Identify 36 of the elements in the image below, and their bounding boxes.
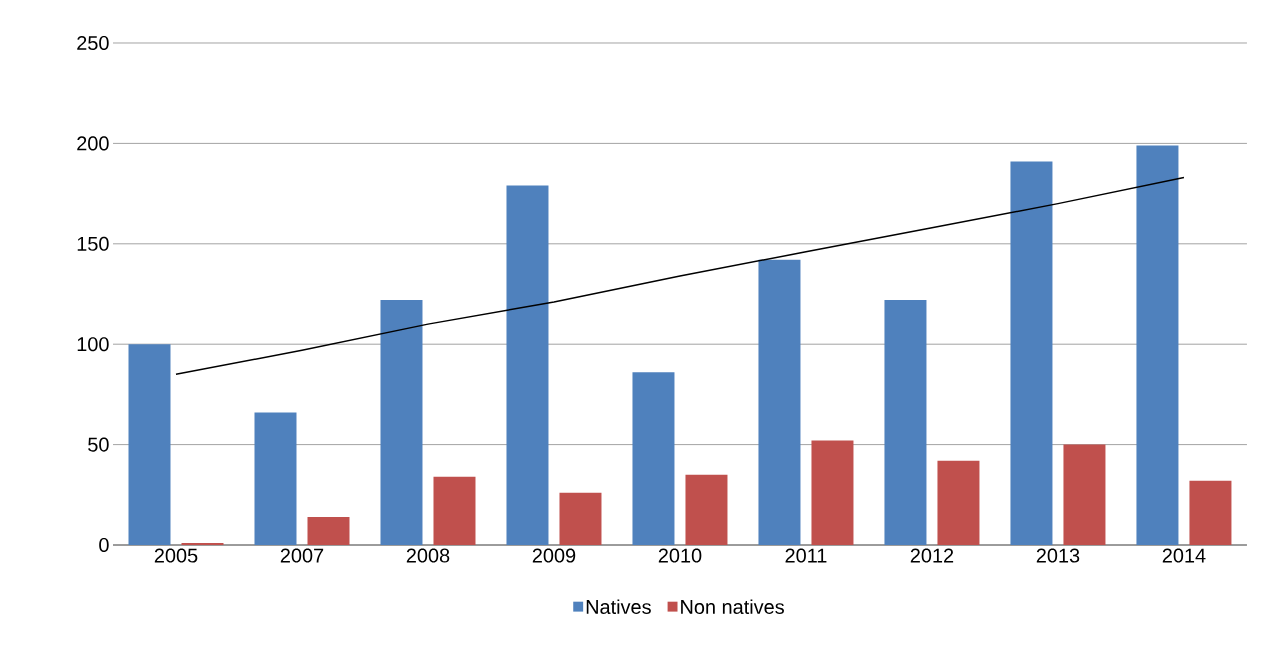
bar <box>1136 145 1179 545</box>
y-tick-label: 50 <box>88 437 109 452</box>
x-tick-label: 2012 <box>910 548 954 563</box>
bar <box>433 476 476 545</box>
x-tick-label: 2010 <box>658 548 702 563</box>
bar <box>632 372 675 545</box>
bar <box>1189 480 1232 545</box>
y-tick-label: 150 <box>77 236 109 251</box>
x-tick-label: 2013 <box>1036 548 1080 563</box>
x-tick-label: 2009 <box>532 548 576 563</box>
bar <box>937 460 980 545</box>
bar <box>559 492 602 545</box>
bar <box>181 542 224 545</box>
bar <box>758 259 801 545</box>
bar <box>307 516 350 545</box>
x-tick-label: 2005 <box>154 548 198 563</box>
bar <box>884 300 927 545</box>
legend-label: Natives <box>586 599 651 615</box>
bar <box>128 344 171 545</box>
bar <box>1010 161 1053 545</box>
y-tick-label: 250 <box>77 35 109 51</box>
line-series <box>175 176 1185 376</box>
x-tick-label: 2011 <box>785 548 827 563</box>
y-tick-label: 200 <box>77 136 109 151</box>
y-tick-label: 100 <box>77 337 109 352</box>
legend-label: Non natives <box>681 599 784 615</box>
x-tick-label: 2014 <box>1162 548 1206 563</box>
bar <box>1063 444 1106 545</box>
y-tick-label: 0 <box>99 537 109 553</box>
bar <box>254 412 297 545</box>
x-tick-label: 2008 <box>406 548 450 563</box>
bar <box>811 440 854 545</box>
bar <box>380 300 423 545</box>
x-tick-label: 2007 <box>280 548 324 563</box>
bar <box>506 185 549 545</box>
bar <box>685 474 728 545</box>
